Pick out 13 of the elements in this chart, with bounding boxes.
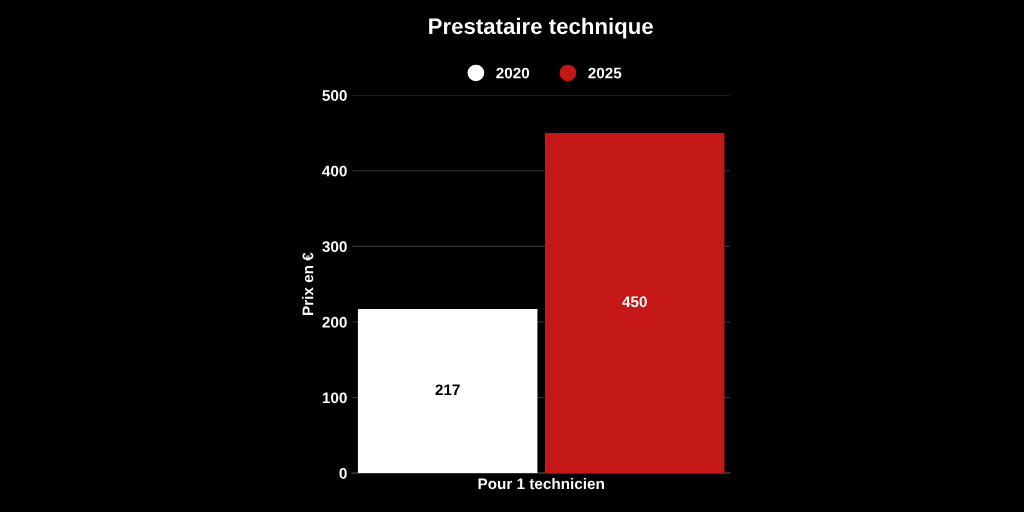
data-label: 450 [622, 296, 647, 308]
y-tick-label: 300 [322, 241, 347, 253]
data-label: 217 [435, 384, 460, 396]
legend-label: 2025 [588, 67, 622, 79]
x-tick-label: Pour 1 technicien [478, 477, 604, 490]
y-tick-label: 200 [322, 316, 347, 328]
y-tick-label: 400 [322, 165, 347, 177]
legend-label: 2020 [496, 67, 530, 79]
chart-title: Prestataire technique [429, 17, 653, 39]
y-tick-label: 0 [339, 467, 347, 479]
y-tick-label: 500 [322, 90, 347, 101]
y-tick-label: 100 [322, 392, 347, 404]
y-axis-title: Prix en € [302, 252, 314, 315]
